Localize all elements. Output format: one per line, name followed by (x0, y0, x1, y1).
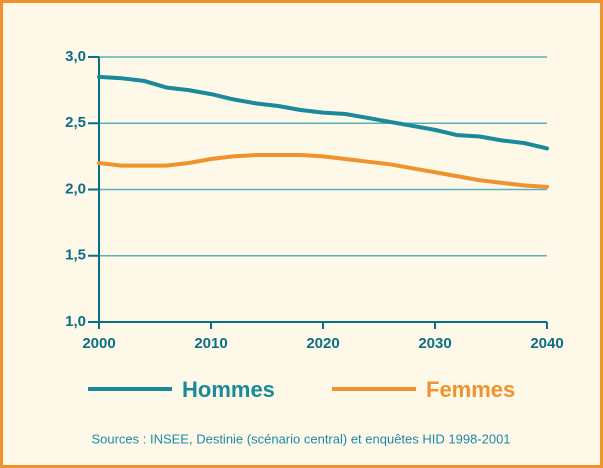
x-tick-label: 2030 (418, 335, 451, 352)
series-line (97, 153, 549, 189)
x-tick-label: 2040 (530, 335, 563, 352)
y-tick-label: 1,5 (65, 247, 86, 264)
legend-label: Femmes (426, 377, 515, 402)
x-tick-label: 2000 (82, 335, 115, 352)
legend-label: Hommes (182, 377, 275, 402)
x-tick-label: 2020 (306, 335, 339, 352)
source: Sources : INSEE, Destinie (scénario cent… (91, 431, 510, 446)
y-tick-label: 2,5 (65, 114, 86, 131)
series-line (97, 74, 549, 151)
y-tick-label: 1,0 (65, 313, 86, 330)
y-tick-label: 3,0 (65, 48, 86, 65)
y-tick-label: 2,0 (65, 180, 86, 197)
x-tick-label: 2010 (194, 335, 227, 352)
